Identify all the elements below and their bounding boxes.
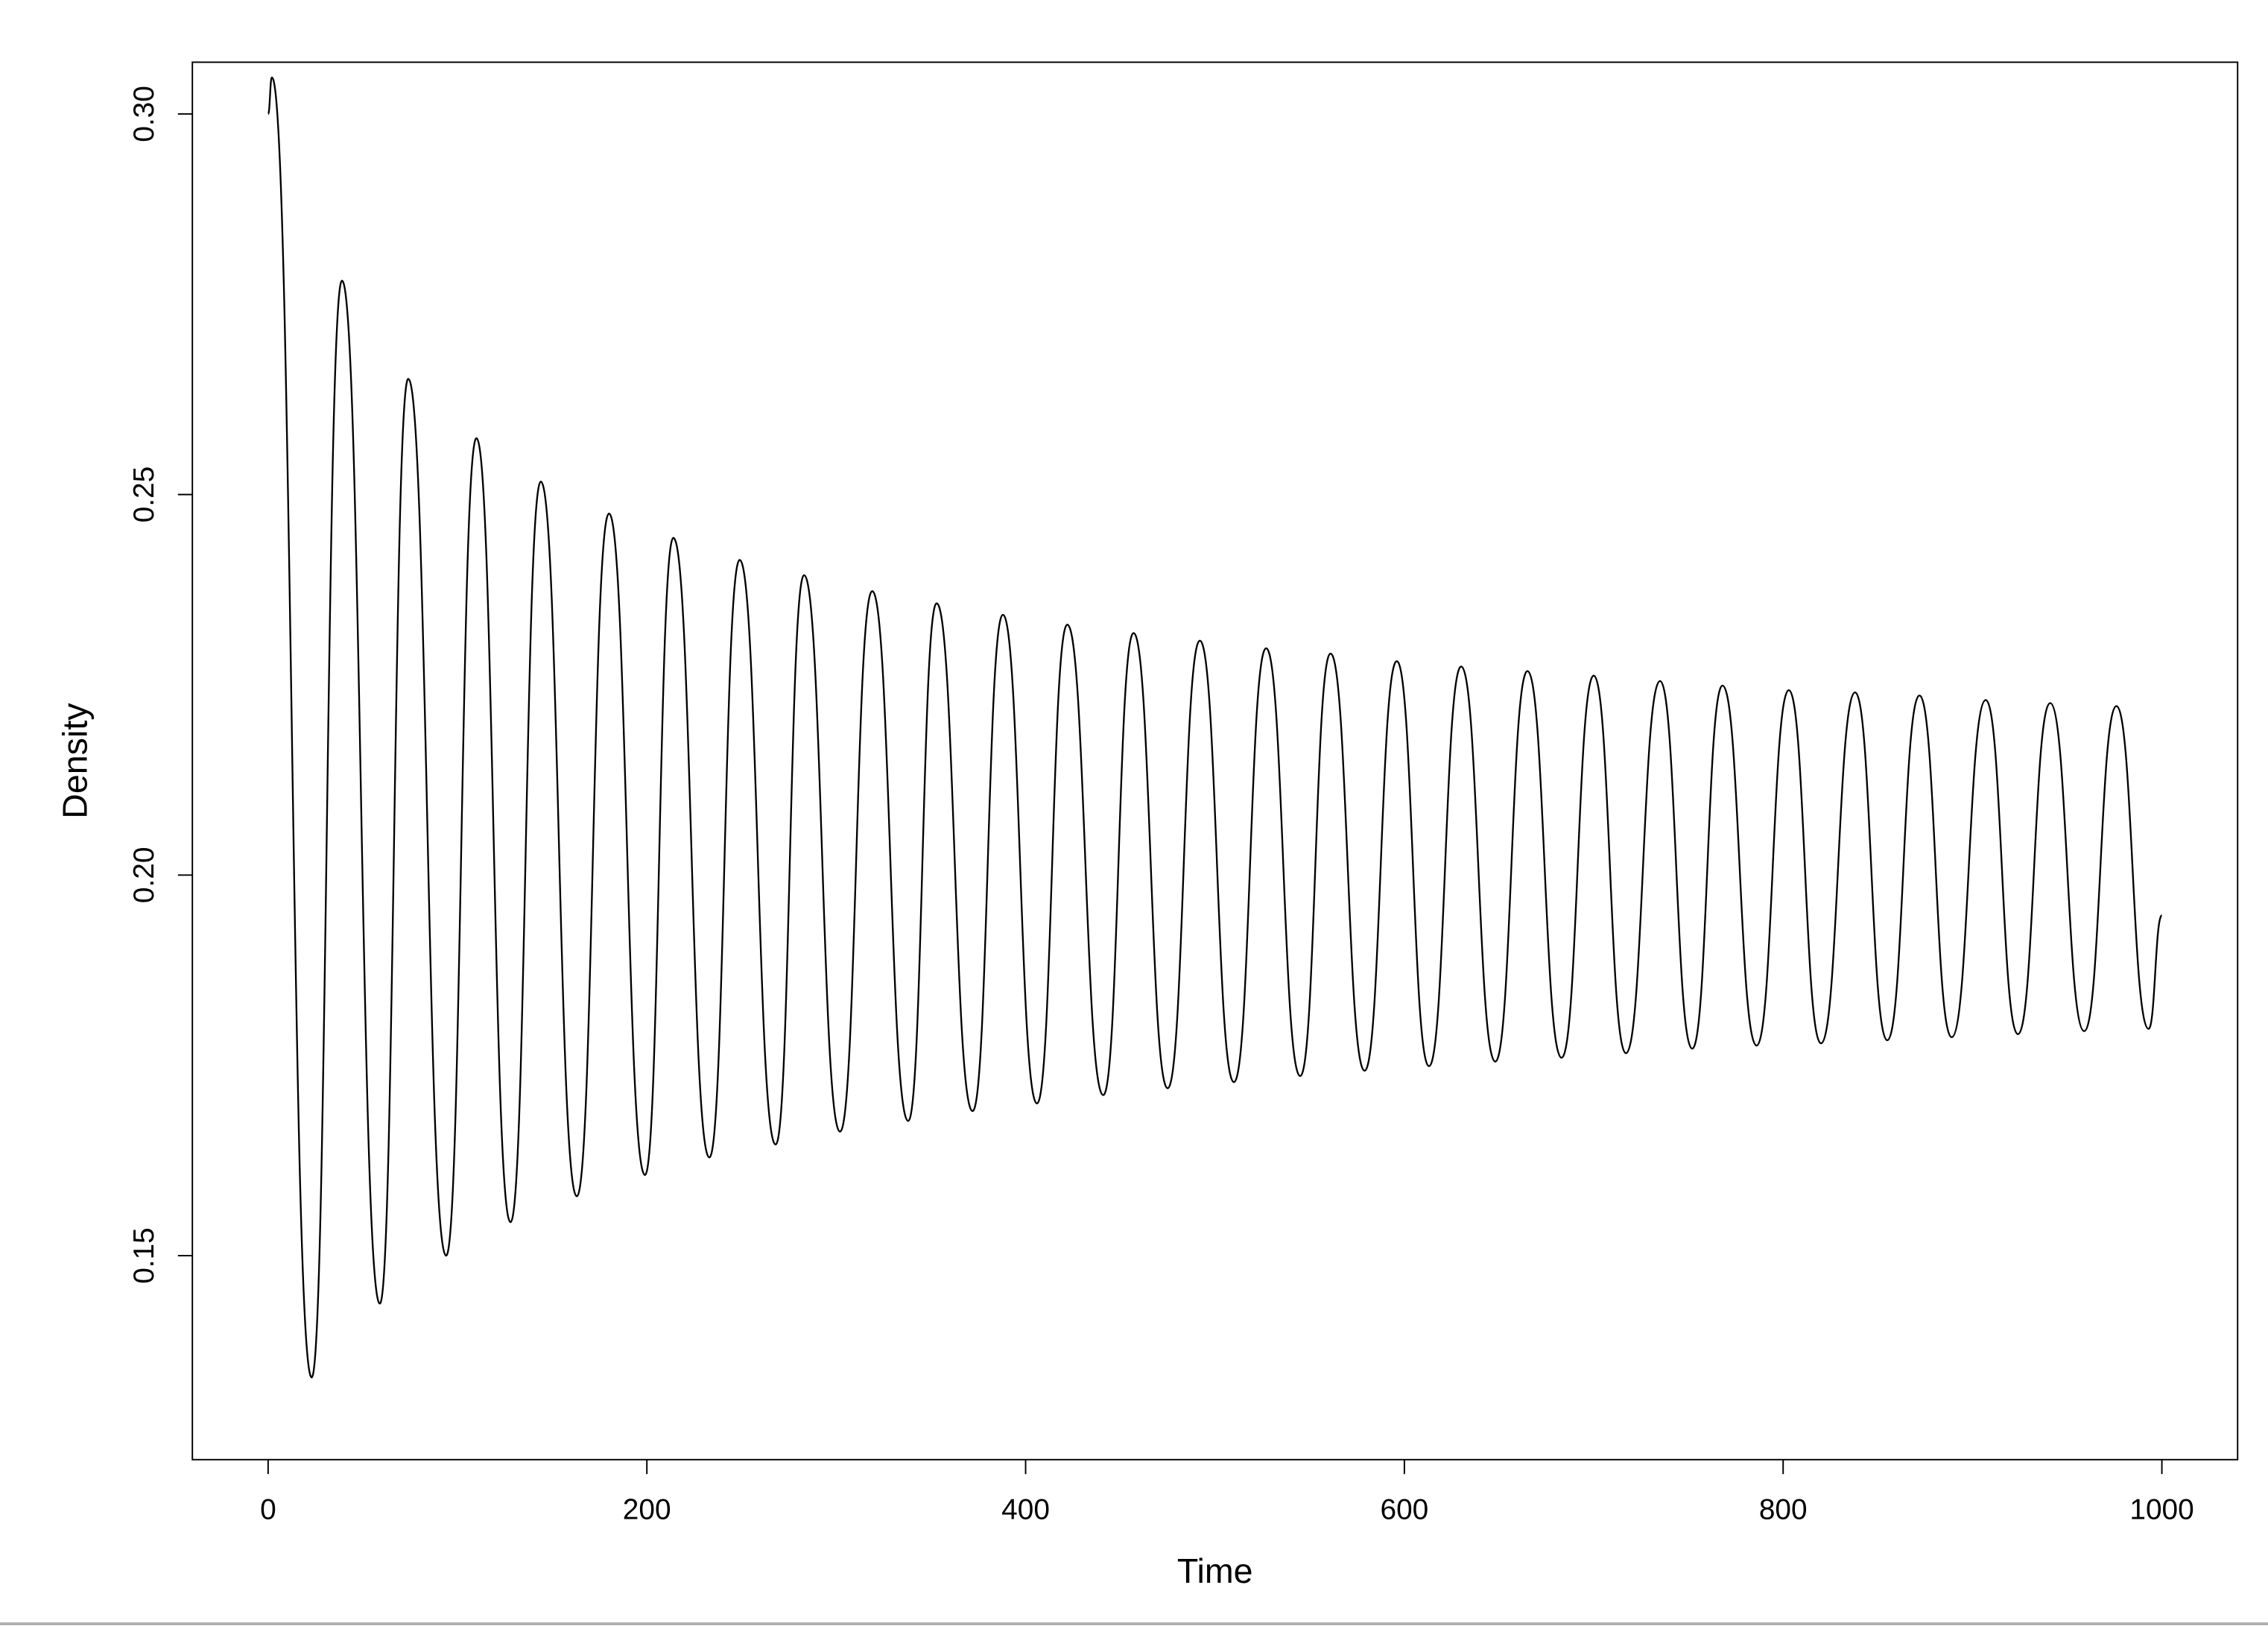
y-tick-label: 0.30	[128, 86, 160, 142]
y-axis-title: Density	[55, 703, 94, 819]
y-tick-label: 0.15	[128, 1227, 160, 1284]
x-axis-title: Time	[1177, 1551, 1253, 1590]
plot-frame	[191, 61, 2239, 1461]
x-tick-label: 1000	[2129, 1493, 2193, 1525]
y-tick-label: 0.20	[128, 847, 160, 904]
y-tick-label: 0.25	[128, 466, 160, 523]
x-tick-label: 400	[1001, 1493, 1050, 1525]
x-tick-label: 600	[1381, 1493, 1429, 1525]
x-tick-label: 800	[1759, 1493, 1808, 1525]
x-tick-label: 200	[623, 1493, 671, 1525]
x-tick-label: 0	[260, 1493, 276, 1525]
data-line	[267, 76, 2163, 1379]
